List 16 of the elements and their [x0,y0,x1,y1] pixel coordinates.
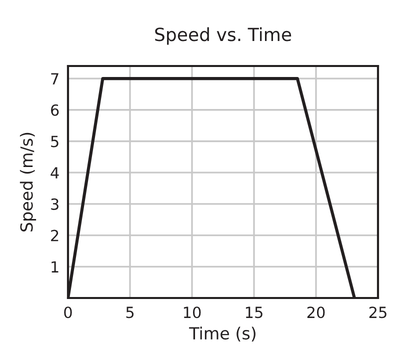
x-tick-label: 25 [369,306,386,318]
x-axis-title: Time (s) [189,326,256,342]
y-tick-label: 2 [51,230,58,242]
x-tick-label: 20 [307,306,325,318]
x-tick-label: 5 [126,306,134,318]
y-tick-label: 6 [51,104,59,116]
chart-title: Speed vs. Time [155,27,292,45]
y-tick-label: 7 [51,73,58,84]
x-tick-label: 10 [184,306,201,318]
x-tick-label: 0 [64,306,72,318]
y-tick-label: 1 [52,261,58,272]
y-tick-label: 4 [50,167,59,178]
y-axis-title: Speed (m/s) [20,132,36,232]
y-tick-label: 5 [51,136,58,148]
x-tick-label: 15 [246,306,262,318]
y-tick-label: 3 [51,198,58,210]
